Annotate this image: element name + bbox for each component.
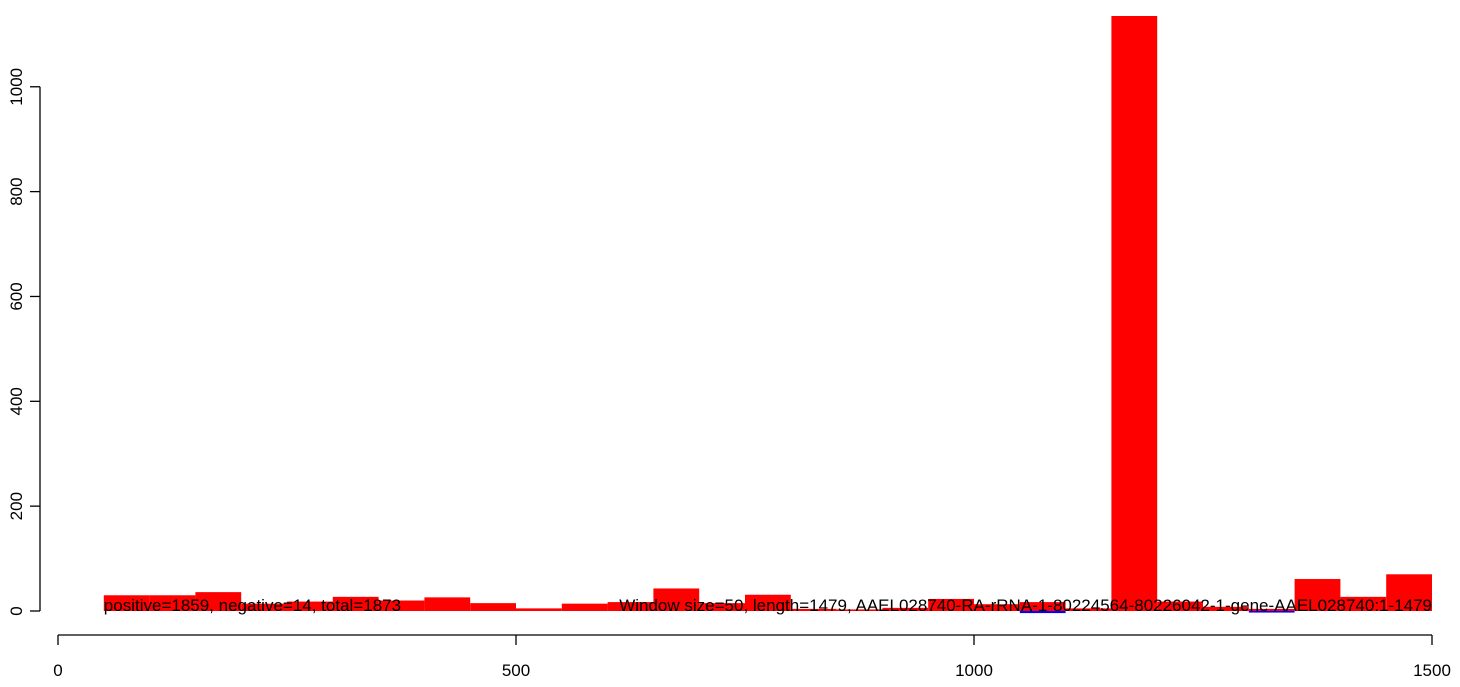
y-tick-label-800: 800 — [7, 177, 26, 205]
bar-series1-9 — [516, 608, 562, 611]
y-tick-label-400: 400 — [7, 387, 26, 415]
y-axis: 0 200 400 600 800 1000 — [7, 68, 40, 616]
y-tick-label-1000: 1000 — [7, 68, 26, 106]
y-tick-label-0: 0 — [7, 606, 26, 615]
bar-series1-8 — [470, 603, 516, 611]
bar-series1-7 — [424, 597, 470, 611]
x-axis: 0 500 1000 1500 — [53, 635, 1451, 680]
annotation-layer: positive=1859, negative=14, total=1873 Wi… — [104, 596, 1432, 615]
bars-layer — [104, 16, 1432, 613]
bar-series1-22 — [1111, 16, 1157, 611]
x-tick-label-500: 500 — [502, 661, 530, 680]
annotation-text-1: positive=1859, negative=14, total=1873 — [104, 596, 401, 615]
x-tick-label-1000: 1000 — [955, 661, 993, 680]
x-tick-label-0: 0 — [53, 661, 62, 680]
y-tick-label-200: 200 — [7, 492, 26, 520]
annotation-text-2: Window size=50, length=1479, AAEL028740-… — [619, 596, 1432, 615]
x-tick-label-1500: 1500 — [1413, 661, 1451, 680]
y-tick-label-600: 600 — [7, 282, 26, 310]
bar-series1-10 — [562, 604, 608, 611]
